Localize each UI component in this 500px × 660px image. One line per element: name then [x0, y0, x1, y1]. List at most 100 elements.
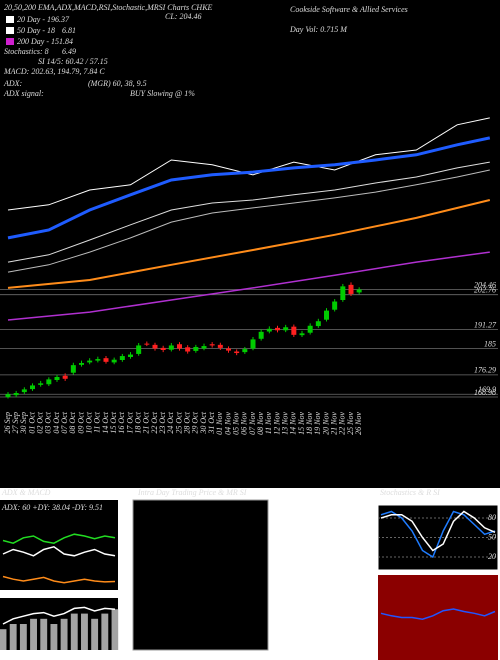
x-tick-label: 06 Nov: [240, 412, 249, 435]
candle-body: [103, 358, 109, 362]
x-tick-label: 26 Sep: [3, 412, 12, 434]
y-tick-label: 185: [484, 339, 496, 348]
header-macd: MACD: 202.63, 194.79, 7.84 C: [3, 67, 105, 76]
x-tick-label: 29 Oct: [191, 411, 200, 433]
panel-background: [0, 500, 118, 590]
x-tick-label: 21 Nov: [329, 412, 338, 435]
y-tick-label: 50: [488, 532, 496, 541]
candle-body: [226, 348, 231, 351]
x-tick-label: 05 Nov: [231, 412, 240, 435]
header-ema50-value: 6.81: [62, 26, 76, 35]
series-line: [7, 251, 490, 321]
bar: [50, 624, 58, 650]
candle-body: [62, 375, 68, 379]
candle-body: [348, 284, 354, 294]
series-line: [7, 117, 490, 211]
series-line: [380, 510, 496, 552]
x-tick-label: 13 Nov: [280, 412, 289, 435]
x-tick-label: 01 Oct: [27, 411, 36, 433]
x-tick-label: 23 Oct: [158, 411, 167, 433]
candle-body: [185, 347, 191, 352]
x-tick-label: 30 Oct: [199, 411, 208, 434]
x-tick-label: 14 Oct: [101, 411, 110, 433]
candle-body: [250, 339, 256, 349]
y-tick-label: 176.29: [474, 366, 496, 375]
candle-body: [242, 349, 248, 353]
panel-background: [378, 575, 498, 660]
series-line: [2, 606, 116, 625]
x-tick-label: 26 Nov: [354, 412, 363, 435]
x-tick-label: 28 Oct: [182, 411, 191, 433]
candle-body: [5, 394, 11, 397]
x-tick-label: 08 Oct: [68, 411, 77, 433]
x-tick-label: 31 Oct: [207, 411, 216, 434]
x-tick-label: 10 Oct: [84, 411, 93, 433]
x-tick-label: 18 Nov: [305, 412, 314, 435]
candle-body: [340, 286, 346, 300]
candle-body: [332, 301, 338, 310]
header-stochastics: Stochastics: 8: [4, 47, 49, 56]
series-line: [7, 161, 490, 263]
bar: [101, 613, 109, 650]
x-tick-label: 25 Oct: [174, 411, 183, 433]
x-tick-label: 27 Sep: [11, 412, 20, 434]
candle-body: [266, 328, 272, 332]
candle-body: [128, 354, 133, 357]
x-tick-label: 03 Oct: [44, 411, 53, 433]
series-line: [2, 575, 116, 584]
candle-body: [30, 385, 35, 390]
panel-title: ADX & MACD: [1, 488, 51, 497]
x-tick-label: 07 Nov: [248, 412, 257, 435]
x-tick-label: 08 Nov: [256, 412, 265, 435]
x-tick-label: 21 Oct: [142, 411, 151, 433]
candle-body: [38, 383, 44, 385]
candle-body: [152, 344, 158, 349]
y-tick-label: 204.46: [474, 280, 496, 289]
x-tick-label: 11 Oct: [93, 411, 102, 433]
candle-body: [291, 326, 297, 335]
y-tick-label: 80: [488, 513, 496, 522]
candle-body: [193, 346, 199, 351]
header-ema20: 20 Day - 196.37: [17, 15, 70, 24]
header-adx-label: ADX:: [3, 79, 23, 88]
candle-body: [324, 310, 329, 320]
series-line: [380, 510, 496, 559]
bar: [9, 624, 17, 650]
x-tick-label: 15 Nov: [297, 412, 306, 435]
candle-body: [46, 379, 52, 385]
bar: [19, 624, 27, 650]
candle-body: [217, 344, 223, 348]
x-tick-label: 24 Oct: [166, 411, 175, 433]
y-tick-label: 169.9: [478, 385, 496, 394]
bar: [40, 618, 48, 650]
x-tick-label: 09 Oct: [76, 411, 85, 433]
candle-body: [87, 360, 93, 363]
series-line: [380, 608, 496, 620]
bar: [91, 618, 99, 650]
legend-swatch: [6, 27, 14, 34]
candle-body: [275, 327, 280, 331]
x-tick-label: 30 Sep: [19, 412, 28, 435]
bar: [0, 629, 7, 650]
x-tick-label: 22 Oct: [150, 411, 159, 433]
series-line: [2, 533, 116, 545]
header-ema50: 50 Day - 18: [17, 26, 55, 35]
x-tick-label: 25 Nov: [346, 412, 355, 435]
candle-body: [177, 344, 182, 349]
header-ema200: 200 Day - 151.84: [17, 37, 73, 46]
series-line: [7, 199, 491, 289]
bar: [70, 613, 78, 650]
candle-body: [21, 389, 27, 393]
bar: [60, 618, 68, 650]
x-tick-label: 20 Nov: [321, 412, 330, 435]
candle-body: [299, 333, 305, 336]
series-line: [7, 136, 491, 240]
y-tick-label: 168.98: [474, 388, 496, 397]
x-tick-label: 04 Oct: [52, 411, 61, 433]
header-company: Cookside Software & Allied Services: [290, 5, 408, 14]
x-tick-label: 15 Oct: [109, 411, 118, 433]
header-volume: Day Vol: 0.715 M: [289, 25, 348, 34]
series-line: [7, 169, 490, 273]
header-rsi: SI 14/5: 60.42 / 57.15: [38, 57, 108, 66]
